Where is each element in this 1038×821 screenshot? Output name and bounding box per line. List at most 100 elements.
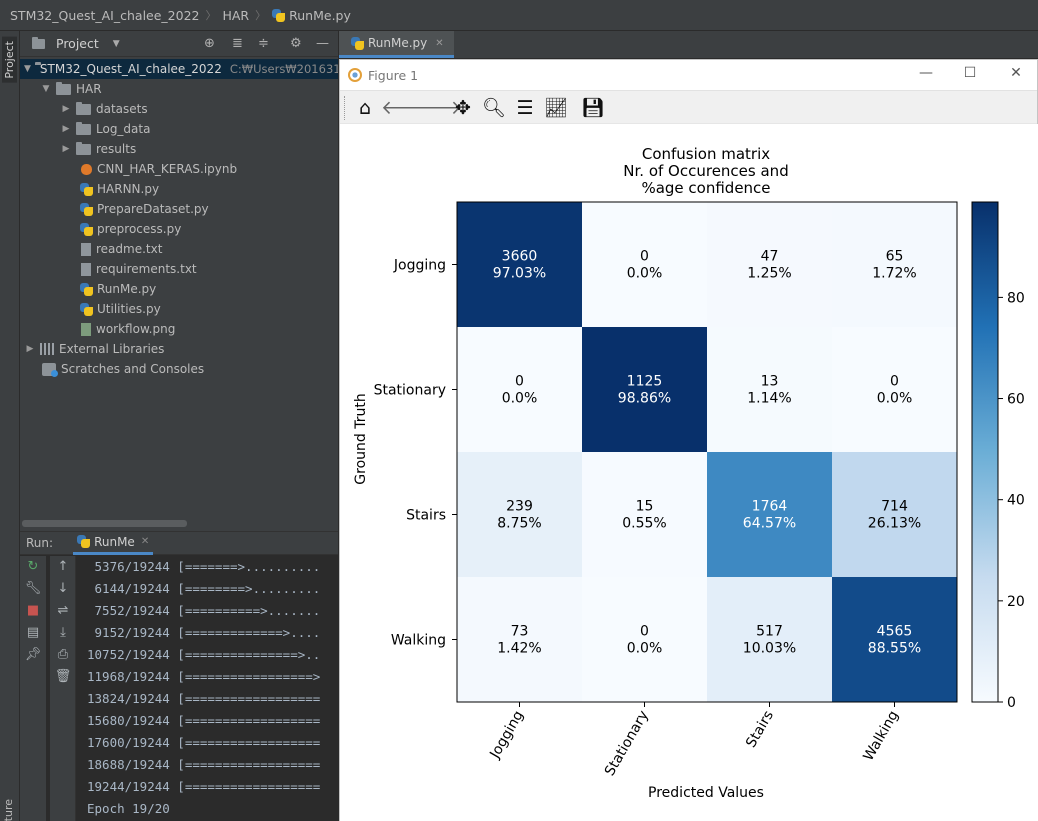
trash-icon[interactable]: 🗑︎ (54, 669, 72, 684)
editor-tab-runme[interactable]: RunMe.py ✕ (339, 31, 454, 58)
cell-percent-label: 1.14% (747, 391, 791, 407)
cell-percent-label: 0.0% (877, 391, 913, 407)
tree-item-file[interactable]: preprocess.py (20, 219, 338, 239)
tree-item-file[interactable]: requirements.txt (20, 259, 338, 279)
python-file-icon (77, 535, 91, 548)
soft-wrap-icon[interactable]: ⇌ (57, 603, 69, 618)
breadcrumb-folder[interactable]: HAR (222, 7, 250, 23)
print-icon[interactable]: ⎙ (57, 647, 69, 662)
stop-icon[interactable]: ■ (26, 603, 40, 618)
run-panel-header: Run: RunMe ✕ (20, 532, 338, 555)
tree-item-file[interactable]: readme.txt (20, 239, 338, 259)
tree-item-results[interactable]: ▶ results (20, 139, 338, 159)
project-view-selector[interactable]: Project (56, 36, 99, 51)
tree-item-har[interactable]: ▼ HAR (20, 79, 338, 99)
project-tool-window-button[interactable]: Project (2, 37, 17, 83)
locate-icon[interactable]: ⊕ (204, 36, 215, 51)
tree-item-label: CNN_HAR_KERAS.ipynb (97, 162, 238, 176)
colorbar-tick-label: 80 (1007, 290, 1025, 306)
run-tab[interactable]: RunMe ✕ (73, 532, 154, 555)
forward-icon[interactable]: 🡒 (411, 97, 462, 119)
tree-item-file[interactable]: RunMe.py (20, 279, 338, 299)
pin-icon[interactable]: 📌︎ (24, 647, 42, 662)
back-icon[interactable]: 🡐 (381, 97, 432, 119)
tree-item-file[interactable]: Utilities.py (20, 299, 338, 319)
tree-item-label: requirements.txt (96, 262, 197, 276)
wrench-icon[interactable]: 🔧︎ (24, 581, 42, 596)
save-icon[interactable]: 💾︎ (580, 97, 606, 119)
breadcrumb-project[interactable]: STM32_Quest_AI_chalee_2022 (10, 7, 200, 23)
folder-icon (76, 121, 91, 135)
cell-percent-label: 8.75% (497, 516, 541, 532)
tree-item-file[interactable]: HARNN.py (20, 179, 338, 199)
arrow-up-icon[interactable]: ↑ (57, 559, 69, 574)
console-line: Epoch 19/20 (87, 801, 170, 816)
folder-icon (76, 101, 91, 115)
gear-icon[interactable]: ⚙ (290, 36, 302, 51)
tree-item-log-data[interactable]: ▶ Log_data (20, 119, 338, 139)
console-output[interactable]: 5376/19244 [=======>.......... 6144/1924… (80, 556, 338, 821)
minimize-icon[interactable]: — (919, 65, 933, 81)
hide-icon[interactable]: — (316, 36, 329, 51)
cell-percent-label: 0.0% (627, 641, 663, 657)
tree-item-file[interactable]: CNN_HAR_KERAS.ipynb (20, 159, 338, 179)
tree-item-scratches[interactable]: Scratches and Consoles (20, 359, 338, 379)
cell-percent-label: 26.13% (868, 516, 921, 532)
chevron-right-icon[interactable]: ▶ (26, 344, 34, 354)
chevron-down-icon[interactable]: ▼ (24, 64, 31, 74)
tree-item-datasets[interactable]: ▶ datasets (20, 99, 338, 119)
home-icon[interactable]: ⌂ (358, 97, 372, 119)
run-toolbar-left: ↻ 🔧︎ ■ ▤ 📌︎ (20, 556, 46, 821)
chevron-right-icon[interactable]: ▶ (62, 104, 70, 114)
tree-item-label: HAR (76, 82, 102, 96)
close-icon[interactable]: ✕ (140, 536, 150, 547)
tree-item-label: results (96, 142, 137, 156)
heatmap-cell (832, 452, 957, 577)
breadcrumb-file[interactable]: RunMe.py (289, 7, 351, 23)
python-file-icon (80, 182, 93, 196)
y-axis-label: Ground Truth (353, 393, 369, 484)
close-icon[interactable]: ✕ (1010, 65, 1022, 81)
zoom-icon[interactable]: 🔍︎ (481, 97, 507, 119)
cell-percent-label: 88.55% (868, 641, 921, 657)
project-tree: ▼ STM32_Quest_AI_chalee_2022 C:₩Users₩20… (20, 57, 341, 379)
edit-axes-icon[interactable]: 📈︎ (543, 97, 569, 119)
python-file-icon (351, 36, 364, 50)
chevron-down-icon[interactable]: ▼ (112, 38, 120, 49)
cell-percent-label: 97.03% (493, 266, 546, 282)
horizontal-scrollbar[interactable] (22, 520, 187, 527)
layout-icon[interactable]: ▤ (26, 625, 40, 640)
python-file-icon (80, 222, 93, 236)
collapse-all-icon[interactable]: ≑ (258, 36, 269, 51)
cell-percent-label: 98.86% (618, 391, 671, 407)
y-tick-label: Stairs (406, 508, 446, 524)
rerun-icon[interactable]: ↻ (27, 559, 39, 574)
heatmap-cell (582, 452, 707, 577)
project-panel-header: Project ▼ ⊕ ≣ ≑ ⚙ — (20, 31, 338, 57)
cell-count-label: 4565 (877, 624, 913, 640)
subplots-icon[interactable]: ☰ (516, 97, 534, 119)
tree-item-root[interactable]: ▼ STM32_Quest_AI_chalee_2022 C:₩Users₩20… (20, 59, 341, 79)
close-icon[interactable]: ✕ (435, 37, 444, 49)
chevron-right-icon[interactable]: ▶ (62, 124, 70, 134)
arrow-down-icon[interactable]: ↓ (57, 581, 69, 596)
figure-title-bar[interactable]: Figure 1 — ☐ ✕ (340, 60, 1037, 90)
tree-item-external-libraries[interactable]: ▶ External Libraries (20, 339, 338, 359)
structure-tool-window-button[interactable]: ture (2, 799, 15, 821)
maximize-icon[interactable]: ☐ (963, 65, 977, 81)
tree-item-label: Utilities.py (97, 302, 161, 316)
expand-all-icon[interactable]: ≣ (232, 36, 243, 51)
x-axis-label: Predicted Values (648, 785, 764, 801)
y-tick-label: Stationary (374, 383, 446, 399)
tree-item-label: workflow.png (96, 322, 176, 336)
pan-icon[interactable]: ✥ (455, 97, 471, 119)
tree-item-file[interactable]: PrepareDataset.py (20, 199, 338, 219)
scroll-to-end-icon[interactable]: ⤓ (60, 625, 66, 640)
chevron-down-icon[interactable]: ▼ (42, 84, 50, 94)
tree-item-file[interactable]: workflow.png (20, 319, 338, 339)
chevron-right-icon[interactable]: ▶ (62, 144, 70, 154)
plot-canvas[interactable]: Confusion matrix Nr. of Occurences and %… (340, 124, 1038, 821)
toolbar-grip[interactable] (344, 96, 347, 120)
python-file-icon (80, 282, 93, 296)
console-line: 5376/19244 [=======>.......... (87, 559, 321, 574)
